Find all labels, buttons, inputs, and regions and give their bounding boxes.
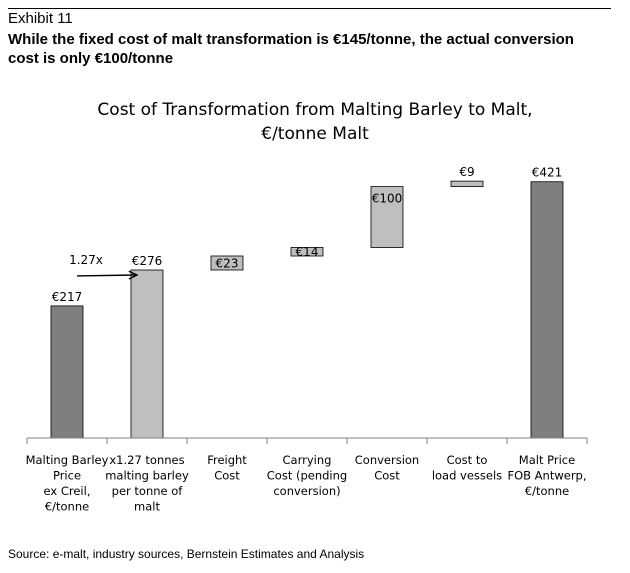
bar-5 xyxy=(370,186,404,248)
chart-title-line: €/tonne Malt xyxy=(261,124,369,144)
category-label: Malting Barley Price ex Creil, €/tonne xyxy=(26,453,109,514)
bar-value-label: €9 xyxy=(459,165,474,179)
multiplier-arrow xyxy=(76,274,138,277)
category-label: Cost to load vessels xyxy=(432,453,502,483)
bar-value-label: €217 xyxy=(52,290,83,304)
bar-value-label: €100 xyxy=(372,192,403,206)
headline: While the fixed cost of malt transformat… xyxy=(8,31,574,67)
bar-6 xyxy=(450,180,484,188)
bar-1 xyxy=(50,305,84,439)
category-label: Malt Price FOB Antwerp, €/tonne xyxy=(507,453,586,498)
top-rule xyxy=(8,8,611,9)
multiplier-label: 1.27x xyxy=(69,253,103,267)
bar-value-label: €14 xyxy=(296,245,319,259)
exhibit-label: Exhibit 11 xyxy=(8,10,73,27)
category-label: x1.27 tonnes malting barley per tonne of ma… xyxy=(105,453,189,514)
bar-value-label: €276 xyxy=(132,254,163,268)
bar-3 xyxy=(210,255,244,271)
category-label: Conversion Cost xyxy=(355,453,419,483)
bar-value-label: €23 xyxy=(216,257,239,271)
category-label: Freight Cost xyxy=(207,453,247,483)
bar-value-label: €421 xyxy=(532,166,563,180)
bar-2 xyxy=(130,269,164,439)
source-note: Source: e-malt, industry sources, Bernst… xyxy=(8,547,365,561)
arrowhead xyxy=(128,270,139,280)
category-label: Carrying Cost (pending conversion) xyxy=(267,453,347,498)
bar-4 xyxy=(290,247,324,257)
bar-7 xyxy=(530,181,564,439)
chart-title-line: Cost of Transformation from Malting Barl… xyxy=(97,100,532,120)
